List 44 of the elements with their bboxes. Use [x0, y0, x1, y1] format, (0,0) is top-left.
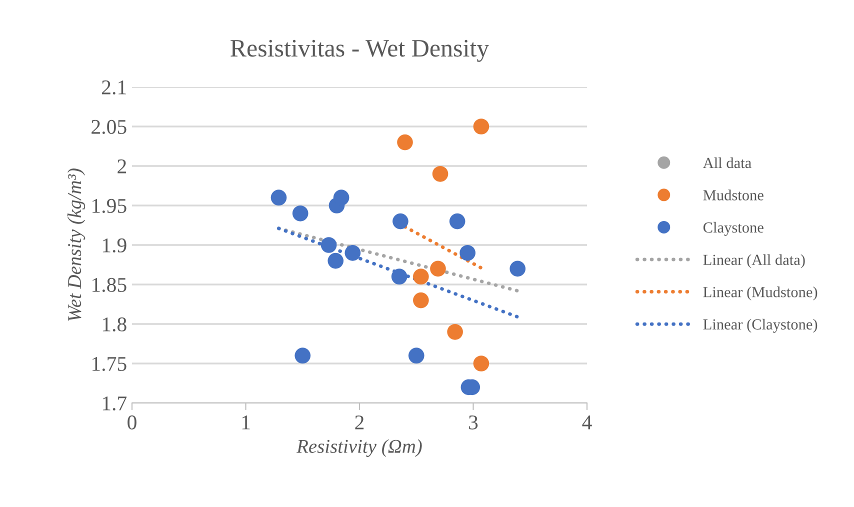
point [408, 348, 424, 364]
y-tick-label: 1.85 [92, 278, 126, 292]
point [430, 260, 446, 277]
legend-label: Linear (All data) [703, 254, 805, 268]
point [391, 268, 408, 285]
point [447, 324, 463, 340]
y-tick-label: 2 [118, 159, 126, 174]
y-tick-label: 1.75 [92, 356, 126, 372]
point [473, 118, 490, 134]
y-tick-label: 1.7 [102, 396, 127, 411]
point [510, 260, 526, 277]
point [397, 134, 413, 150]
legend-label: Linear (Claystone) [703, 318, 818, 333]
point [449, 213, 466, 230]
point [392, 213, 408, 230]
point [344, 244, 361, 261]
point [413, 292, 429, 308]
x-tick-label: 1 [242, 416, 250, 430]
legend-label: Claystone [703, 222, 764, 236]
x-tick-label: 0 [128, 415, 136, 430]
chart-title: Resistivitas - Wet Density [230, 40, 490, 62]
x-axis-title: Resistivity (Ωm) [296, 439, 422, 457]
point [270, 190, 287, 206]
y-tick-label: 1.9 [102, 238, 126, 253]
point [333, 190, 350, 206]
y-axis-title: Wet Density (kg/m³) [67, 168, 86, 321]
legend-label: Mudstone [703, 190, 764, 200]
y-tick-label: 2.05 [92, 120, 126, 134]
y-tick-label: 1.8 [102, 317, 126, 332]
point [460, 244, 476, 261]
point [413, 268, 429, 285]
point [294, 348, 311, 364]
point [292, 205, 308, 222]
point [328, 252, 344, 269]
legend-label: Linear (Mudstone) [703, 286, 818, 300]
point [473, 356, 490, 372]
x-tick-label: 4 [582, 416, 592, 430]
x-tick-label: 2 [355, 415, 364, 430]
y-tick-label: 2.1 [102, 80, 126, 95]
y-tick-label: 1.95 [92, 198, 126, 214]
point [432, 166, 448, 182]
point [320, 237, 337, 253]
x-tick-label: 3 [469, 415, 478, 430]
legend-label: All data [702, 157, 752, 168]
